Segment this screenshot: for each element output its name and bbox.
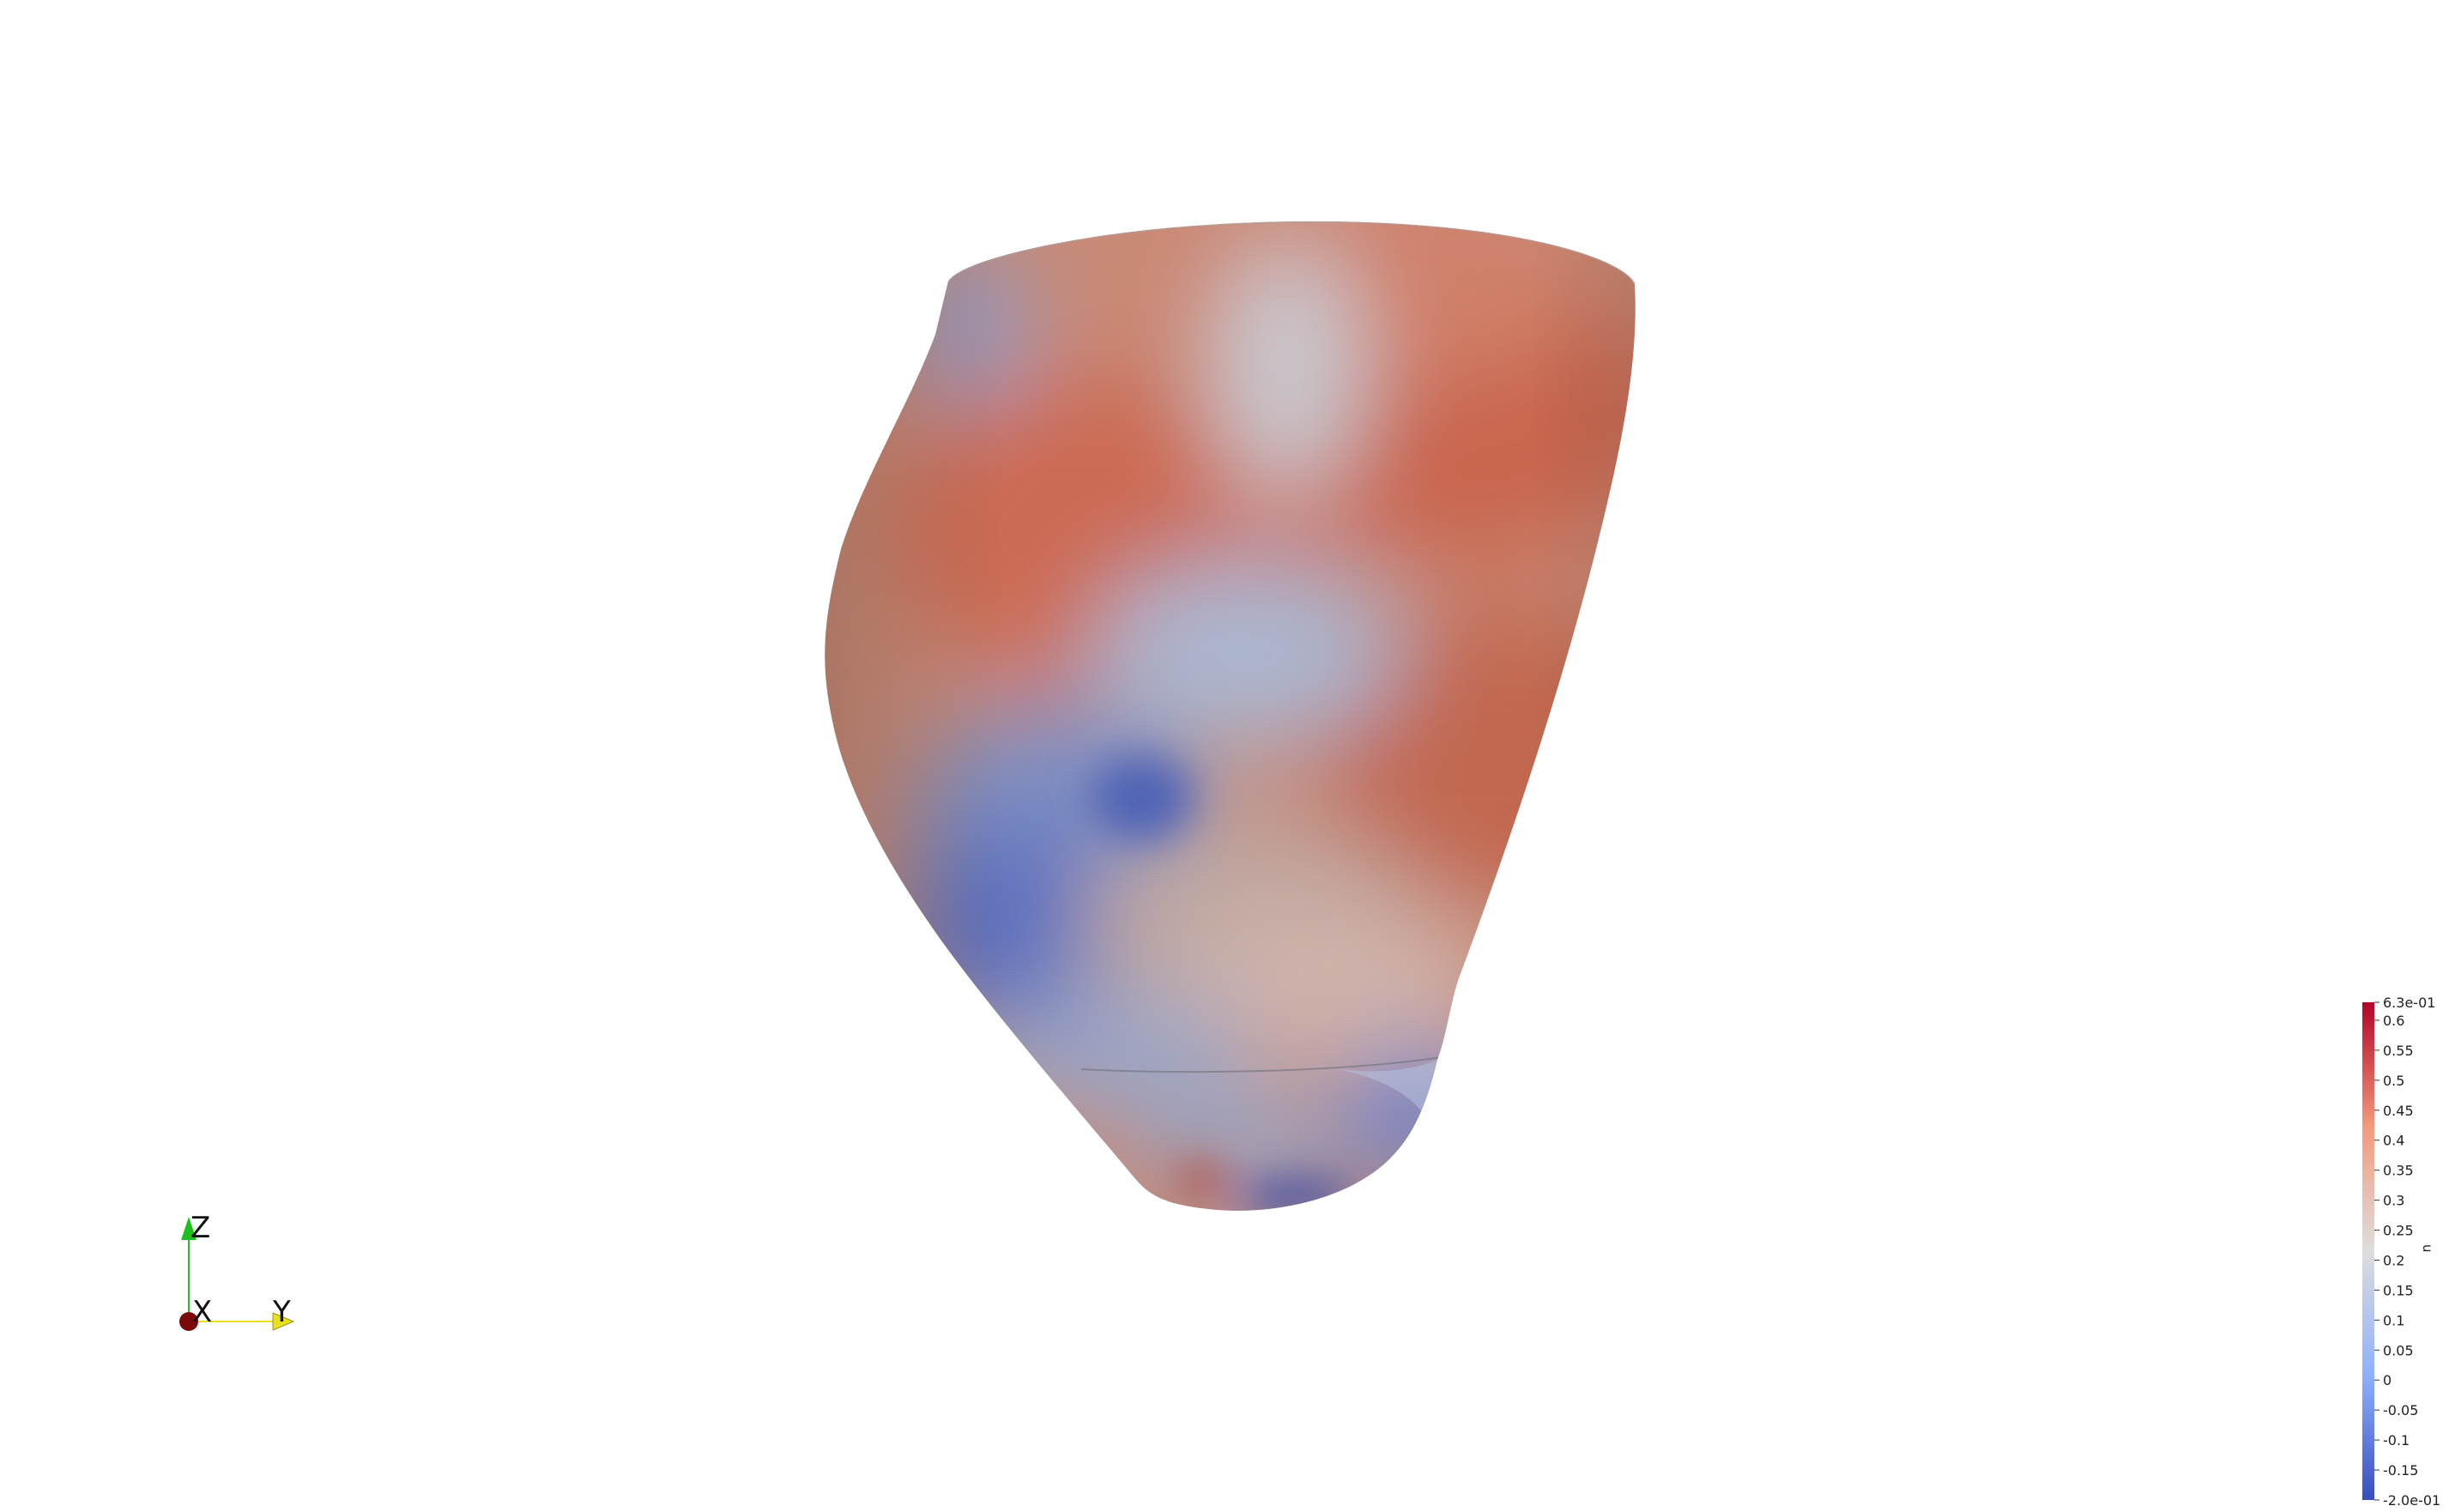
colorbar-tick-label: 0.15 xyxy=(2383,1282,2414,1298)
colorbar-tick-label: 0.45 xyxy=(2383,1103,2414,1119)
z-axis-label: Z xyxy=(190,1211,210,1245)
colorbar-tick-label: 0.2 xyxy=(2383,1252,2404,1268)
colorbar-tick-label: 0.25 xyxy=(2383,1223,2414,1239)
orientation-axes-widget: Z X Y xyxy=(179,1211,295,1331)
colorbar-tick-label: 0.6 xyxy=(2383,1013,2404,1029)
colorbar-tick-label: 0.1 xyxy=(2383,1312,2404,1328)
x-axis-cone xyxy=(179,1312,198,1331)
mesh-surface xyxy=(825,221,1636,1211)
colorbar-title: u xyxy=(2420,1244,2435,1253)
color-legend: 6.3e-01 0.6 0.55 0.5 0.45 0.4 0.35 0.3 0.25 0.2 0.… xyxy=(2362,995,2440,1509)
colorbar-tick-label: 0.35 xyxy=(2383,1163,2414,1179)
colorbar-tick-label: 0 xyxy=(2383,1372,2391,1388)
colorbar-tick-label: 0.05 xyxy=(2383,1342,2414,1358)
colorbar-tick-label: -0.15 xyxy=(2383,1462,2418,1479)
colorbar-tick-label: -0.05 xyxy=(2383,1402,2418,1418)
colorbar-tick-label: 0.55 xyxy=(2383,1043,2414,1059)
colorbar-tick-label: -2.0e-01 xyxy=(2383,1492,2440,1509)
x-axis-label: X xyxy=(192,1295,212,1329)
colorbar-tick-label: 0.5 xyxy=(2383,1073,2404,1089)
colorbar-tick-label: -0.1 xyxy=(2383,1432,2410,1448)
y-axis-label: Y xyxy=(272,1295,291,1329)
colorbar-tick-label: 0.3 xyxy=(2383,1193,2404,1209)
z-axis-cone xyxy=(181,1217,197,1240)
colorbar-tick-label: 6.3e-01 xyxy=(2383,995,2435,1011)
colorbar-tick-label: 0.4 xyxy=(2383,1133,2404,1149)
y-axis-cone xyxy=(272,1312,295,1331)
colorbar-ticks: 6.3e-01 0.6 0.55 0.5 0.45 0.4 0.35 0.3 0.25 0.2 0.… xyxy=(2374,995,2440,1509)
colorbar-gradient xyxy=(2362,1002,2374,1500)
